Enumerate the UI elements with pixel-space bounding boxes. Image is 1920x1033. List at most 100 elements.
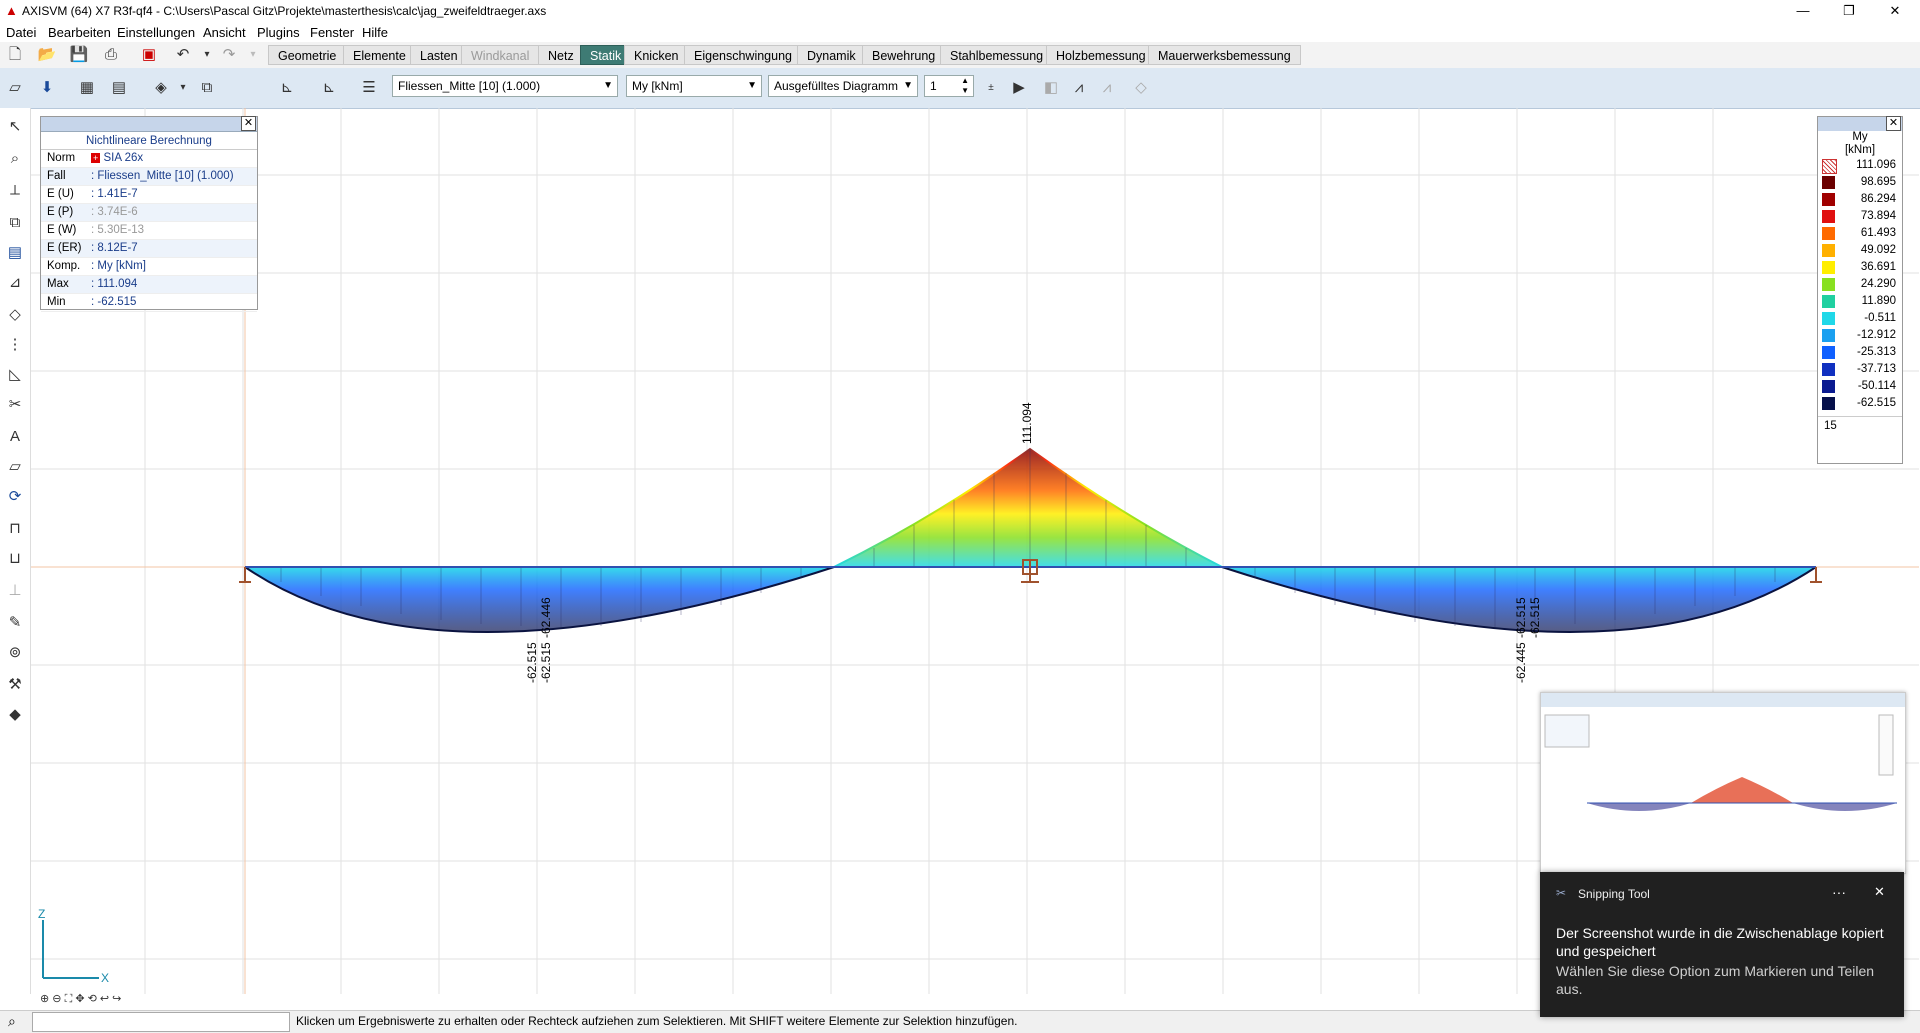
tab-windkanal[interactable]: Windkanal	[461, 45, 540, 65]
minmax-icon[interactable]: ±	[988, 82, 994, 93]
layers-icon[interactable]: ▤	[7, 244, 23, 261]
tab-netz[interactable]: Netz	[538, 45, 584, 65]
close-icon[interactable]: ✕	[241, 116, 256, 131]
screenshot-thumbnail[interactable]	[1540, 692, 1906, 874]
scale-stepper[interactable]: 1 ▲ ▼	[924, 75, 974, 97]
legend-row[interactable]: 49.092	[1818, 242, 1902, 259]
menu-ansicht[interactable]: Ansicht	[203, 25, 246, 40]
dimension-icon[interactable]: ⊿	[8, 274, 22, 291]
support-icon[interactable]: ⊥	[8, 582, 22, 599]
beam-icon[interactable]: ⊔	[9, 550, 21, 567]
drawings-icon[interactable]: ◈	[155, 79, 167, 96]
plane-icon[interactable]: ⏥	[9, 458, 21, 475]
redo-view-icon[interactable]: ↪	[112, 993, 122, 1005]
undo-icon[interactable]: ↶	[176, 46, 190, 63]
zoom-icon[interactable]: ⌕	[10, 150, 20, 167]
component-select[interactable]: My [kNm] ▼	[626, 75, 762, 97]
print-icon[interactable]: ⎙	[104, 46, 117, 63]
drawings-dropdown-icon[interactable]: ▾	[180, 82, 186, 93]
legend-header[interactable]: ✕	[1818, 116, 1902, 131]
layer-icon[interactable]: ⏥	[9, 79, 21, 96]
open-folder-icon[interactable]: 📂	[37, 46, 57, 63]
color-legend[interactable]: ✕ My [kNm] 111.096 98.695 86.294 73.894 61.4…	[1817, 116, 1903, 464]
minimize-button[interactable]: —	[1796, 3, 1810, 18]
legend-row[interactable]: -62.515	[1818, 395, 1902, 412]
tab-knicken[interactable]: Knicken	[624, 45, 689, 65]
result-info-panel[interactable]: ✕ Nichtlineare Berechnung Norm + SIA 26x…	[40, 116, 258, 312]
legend-row[interactable]: 73.894	[1818, 208, 1902, 225]
legend-row[interactable]: 111.096	[1818, 157, 1902, 174]
maximize-button[interactable]: ❐	[1843, 3, 1855, 18]
tab-lasten[interactable]: Lasten	[410, 45, 468, 65]
node-icon[interactable]: ◇	[9, 306, 21, 323]
tab-holzbemessung[interactable]: Holzbemessung	[1046, 45, 1156, 65]
loadcase-select[interactable]: Fliessen_Mitte [10] (1.000) ▼	[392, 75, 618, 97]
tab-dynamik[interactable]: Dynamik	[797, 45, 866, 65]
rotate-view-icon[interactable]: ⟲	[87, 993, 97, 1005]
wrench-icon[interactable]: ⚒	[8, 676, 22, 693]
zoom-out-icon[interactable]: ⊖	[52, 993, 62, 1005]
menu-einstellungen[interactable]: Einstellungen	[117, 25, 196, 40]
section-icon[interactable]: ◧	[1043, 79, 1059, 96]
notification-hint[interactable]: Wählen Sie diese Option zum Markieren un…	[1556, 963, 1875, 997]
chart-icon[interactable]: ⩘	[1074, 79, 1084, 96]
legend-row[interactable]: 36.691	[1818, 259, 1902, 276]
menu-datei[interactable]: Datei	[6, 25, 37, 40]
menu-hilfe[interactable]: Hilfe	[362, 25, 389, 40]
undo-view-icon[interactable]: ↩	[99, 993, 110, 1005]
select-arrow-icon[interactable]: ↖	[8, 118, 22, 135]
calculate-icon[interactable]: ⬇	[40, 79, 54, 96]
new-file-icon[interactable]: 🗋	[8, 46, 22, 63]
zoom-fit-icon[interactable]: ⛶	[64, 993, 73, 1005]
legend-row[interactable]: 11.890	[1818, 293, 1902, 310]
pan-icon[interactable]: ✥	[75, 993, 85, 1005]
rotate-icon[interactable]: ⟳	[8, 488, 22, 505]
report-icon[interactable]: ▤	[111, 79, 127, 96]
measure-icon[interactable]: ◺	[9, 366, 21, 383]
undo-dropdown-icon[interactable]: ▾	[204, 49, 210, 60]
spin-arrows-icon[interactable]: ▲ ▼	[961, 76, 969, 95]
redo-icon[interactable]: ↷	[222, 46, 236, 63]
text-icon[interactable]: A	[9, 428, 20, 445]
table-icon[interactable]: ▦	[79, 79, 95, 96]
menu-plugins[interactable]: Plugins	[257, 25, 300, 40]
binoculars-icon[interactable]: ⊚	[8, 644, 22, 661]
close-icon[interactable]: ✕	[1886, 116, 1901, 131]
pdf-icon[interactable]: ▣	[141, 46, 157, 63]
legend-row[interactable]: 61.493	[1818, 225, 1902, 242]
model-canvas[interactable]: 111.094 -62.515 -62.515 -62.446 -62.515 …	[31, 108, 1919, 994]
diagram-axes-icon[interactable]: ⊾	[280, 79, 294, 96]
save-icon[interactable]: 💾	[69, 46, 89, 63]
menu-fenster[interactable]: Fenster	[310, 25, 355, 40]
legend-row[interactable]: -12.912	[1818, 327, 1902, 344]
tab-bewehrung[interactable]: Bewehrung	[862, 45, 946, 65]
axes-icon[interactable]: ⟂	[9, 182, 20, 199]
diagram-axes2-icon[interactable]: ⊾	[322, 79, 336, 96]
cut-icon[interactable]: ✂	[8, 396, 22, 413]
legend-row[interactable]: 86.294	[1818, 191, 1902, 208]
legend-row[interactable]: -25.313	[1818, 344, 1902, 361]
tab-eigenschwingung[interactable]: Eigenschwingung	[684, 45, 802, 65]
surface-icon[interactable]: ◇	[1135, 79, 1147, 96]
tab-geometrie[interactable]: Geometrie	[268, 45, 347, 65]
legend-row[interactable]: -37.713	[1818, 361, 1902, 378]
brush-icon[interactable]: ✎	[8, 614, 22, 631]
right-support-icon[interactable]	[1810, 567, 1822, 583]
more-options-button[interactable]: ···	[1832, 884, 1846, 900]
animate-icon[interactable]: ▶	[1013, 79, 1025, 96]
legend-row[interactable]: -50.114	[1818, 378, 1902, 395]
grid-icon[interactable]: ⋮	[7, 336, 23, 353]
legend-row[interactable]: -0.511	[1818, 310, 1902, 327]
legend-row[interactable]: 98.695	[1818, 174, 1902, 191]
info-icon[interactable]: ◆	[9, 706, 21, 723]
redo-dropdown-icon[interactable]: ▾	[250, 49, 256, 60]
loadcase-list-icon[interactable]: ☰	[362, 79, 376, 96]
search-icon[interactable]: ⌕	[8, 1013, 16, 1029]
search-input[interactable]	[32, 1012, 290, 1032]
notification-close-button[interactable]: ✕	[1874, 884, 1885, 899]
menu-bearbeiten[interactable]: Bearbeiten	[48, 25, 111, 40]
close-button[interactable]: ✕	[1889, 3, 1901, 18]
tab-mauerwerksbemessung[interactable]: Mauerwerksbemessung	[1148, 45, 1301, 65]
tab-stahlbemessung[interactable]: Stahlbemessung	[940, 45, 1054, 65]
stairs-icon[interactable]: ⊓	[9, 520, 21, 537]
